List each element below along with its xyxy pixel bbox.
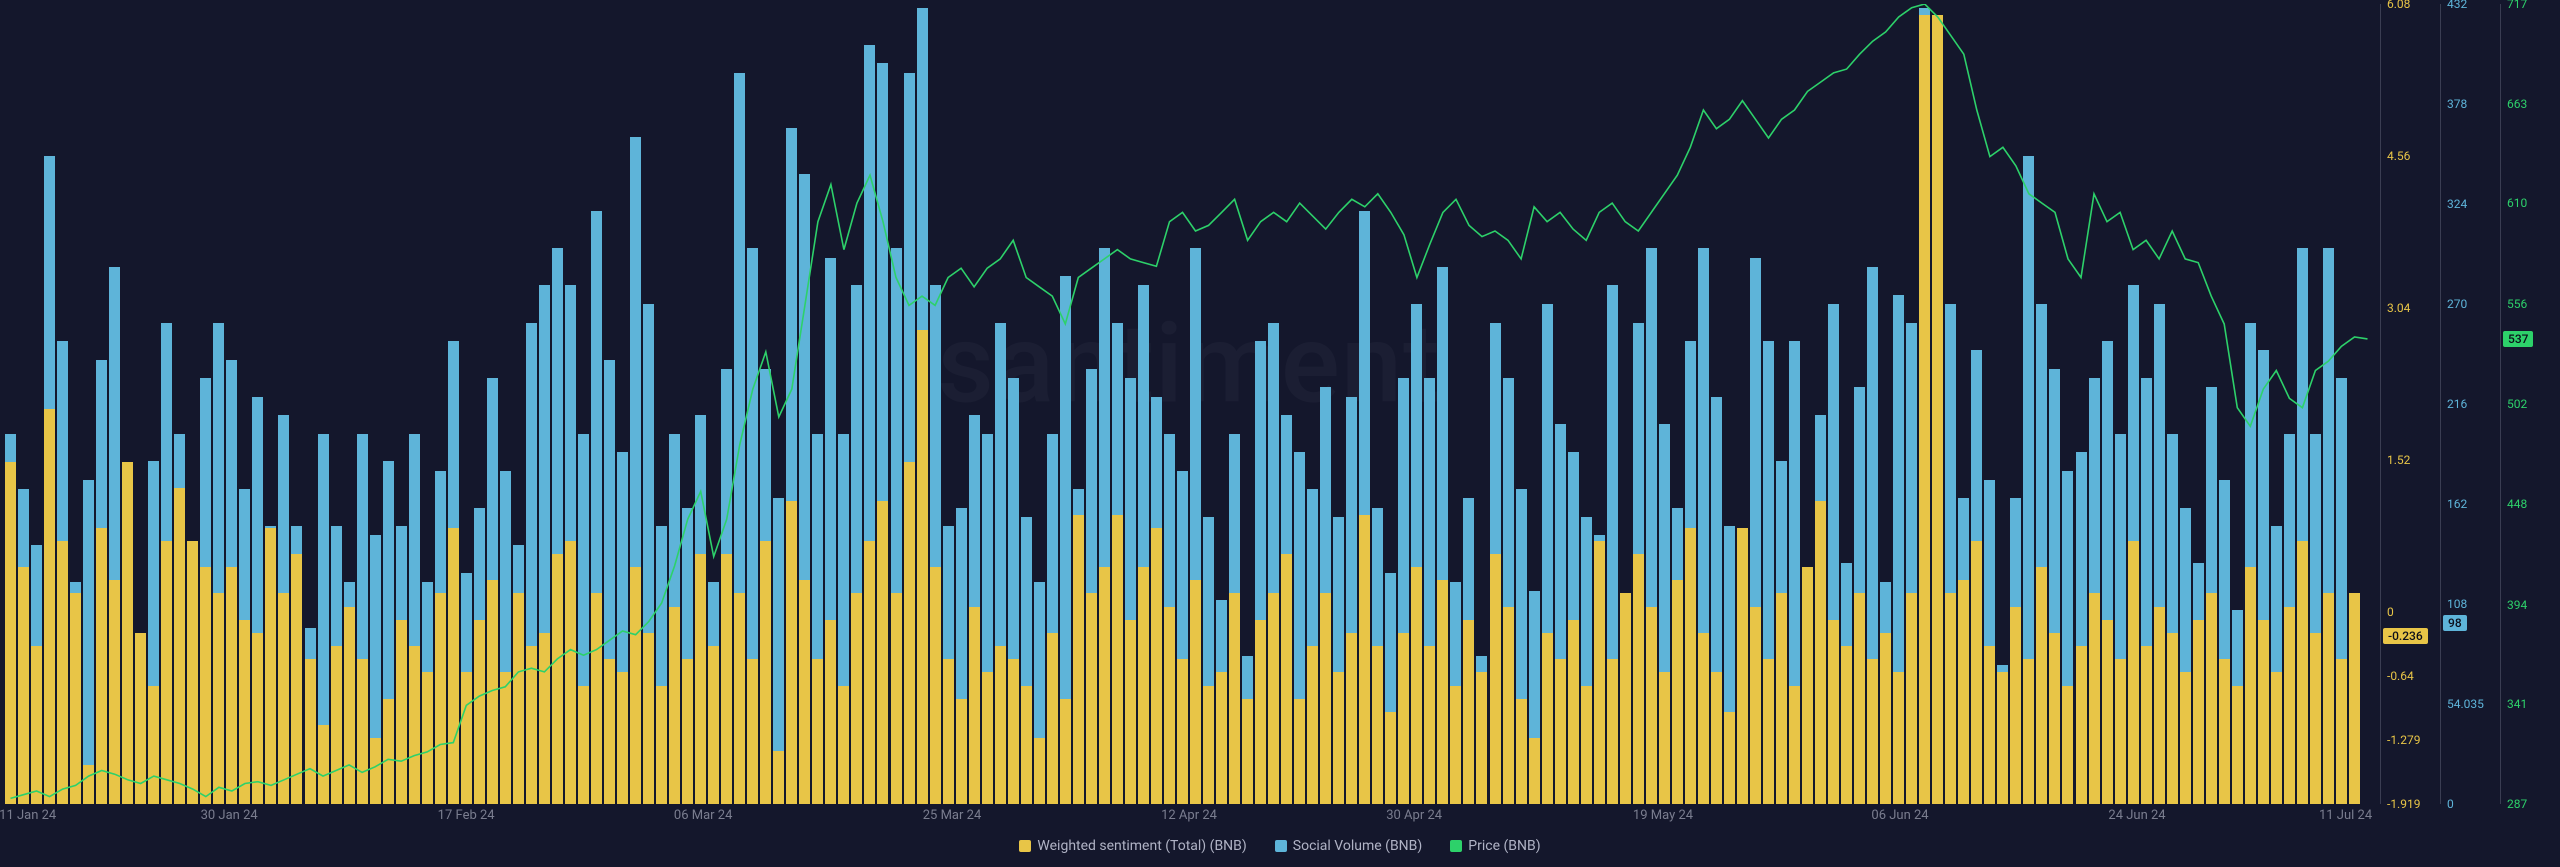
y-tick: 663 (2507, 97, 2527, 111)
legend-label: Price (BNB) (1468, 838, 1540, 854)
y-tick: 162 (2447, 497, 2467, 511)
legend-label: Weighted sentiment (Total) (BNB) (1037, 838, 1246, 854)
y-tick: 502 (2507, 397, 2527, 411)
y-tick: 270 (2447, 297, 2467, 311)
y-tick: 0 (2387, 605, 2394, 619)
y-tick: 4.56 (2387, 149, 2410, 163)
y-tick: 717 (2507, 0, 2527, 11)
legend-item-social[interactable]: Social Volume (BNB) (1275, 838, 1423, 854)
y-tick: -1.919 (2387, 797, 2420, 811)
x-tick: 25 Mar 24 (923, 808, 982, 823)
legend: Weighted sentiment (Total) (BNB) Social … (0, 838, 2560, 854)
x-tick: 30 Apr 24 (1386, 808, 1442, 823)
y-tick: 216 (2447, 397, 2467, 411)
x-tick: 19 May 24 (1633, 808, 1693, 823)
legend-swatch (1275, 840, 1287, 852)
y-tick: 1.52 (2387, 453, 2410, 467)
x-tick: 24 Jun 24 (2108, 808, 2165, 823)
x-tick: 11 Jan 24 (0, 808, 56, 823)
y-axis-price: 717663610556502448394341287537 (2500, 4, 2556, 804)
y-tick: 108 (2447, 597, 2467, 611)
sentiment-chart: santiment 11 Jan 24 30 Jan 24 17 Feb 24 06 … (0, 0, 2560, 867)
legend-swatch (1450, 840, 1462, 852)
y-tick: 394 (2507, 598, 2527, 612)
x-tick: 12 Apr 24 (1161, 808, 1217, 823)
y-axes: 6.084.563.041.520-0.64-1.279-1.919-0.236… (2380, 4, 2556, 804)
y-tick: -0.64 (2387, 669, 2414, 683)
y-current-badge: 537 (2503, 331, 2533, 347)
y-tick: 6.08 (2387, 0, 2410, 11)
y-current-badge: 98 (2443, 615, 2467, 631)
y-tick: 448 (2507, 497, 2527, 511)
x-tick: 17 Feb 24 (438, 808, 495, 823)
y-tick: 378 (2447, 97, 2467, 111)
plot-area[interactable]: santiment (4, 4, 2374, 804)
y-tick: -1.279 (2387, 733, 2420, 747)
y-tick: 54.035 (2447, 697, 2484, 711)
y-tick: 287 (2507, 797, 2527, 811)
x-axis: 11 Jan 2430 Jan 2417 Feb 2406 Mar 2425 M… (4, 808, 2374, 828)
y-tick: 341 (2507, 697, 2527, 711)
y-tick: 556 (2507, 297, 2527, 311)
x-tick: 06 Jun 24 (1871, 808, 1928, 823)
y-tick: 432 (2447, 0, 2467, 11)
legend-item-price[interactable]: Price (BNB) (1450, 838, 1540, 854)
y-axis-sentiment: 6.084.563.041.520-0.64-1.279-1.919-0.236 (2380, 4, 2436, 804)
price-line (11, 4, 2368, 798)
legend-label: Social Volume (BNB) (1293, 838, 1423, 854)
y-tick: 0 (2447, 797, 2454, 811)
legend-item-sentiment[interactable]: Weighted sentiment (Total) (BNB) (1019, 838, 1246, 854)
x-tick: 06 Mar 24 (674, 808, 733, 823)
legend-swatch (1019, 840, 1031, 852)
price-line-layer (4, 4, 2374, 804)
y-axis-social: 43237832427021616210854.035098 (2440, 4, 2496, 804)
y-tick: 3.04 (2387, 301, 2410, 315)
x-tick: 30 Jan 24 (201, 808, 258, 823)
y-tick: 324 (2447, 197, 2467, 211)
y-tick: 610 (2507, 196, 2527, 210)
x-tick: 11 Jul 24 (2319, 808, 2372, 823)
y-current-badge: -0.236 (2383, 628, 2428, 644)
